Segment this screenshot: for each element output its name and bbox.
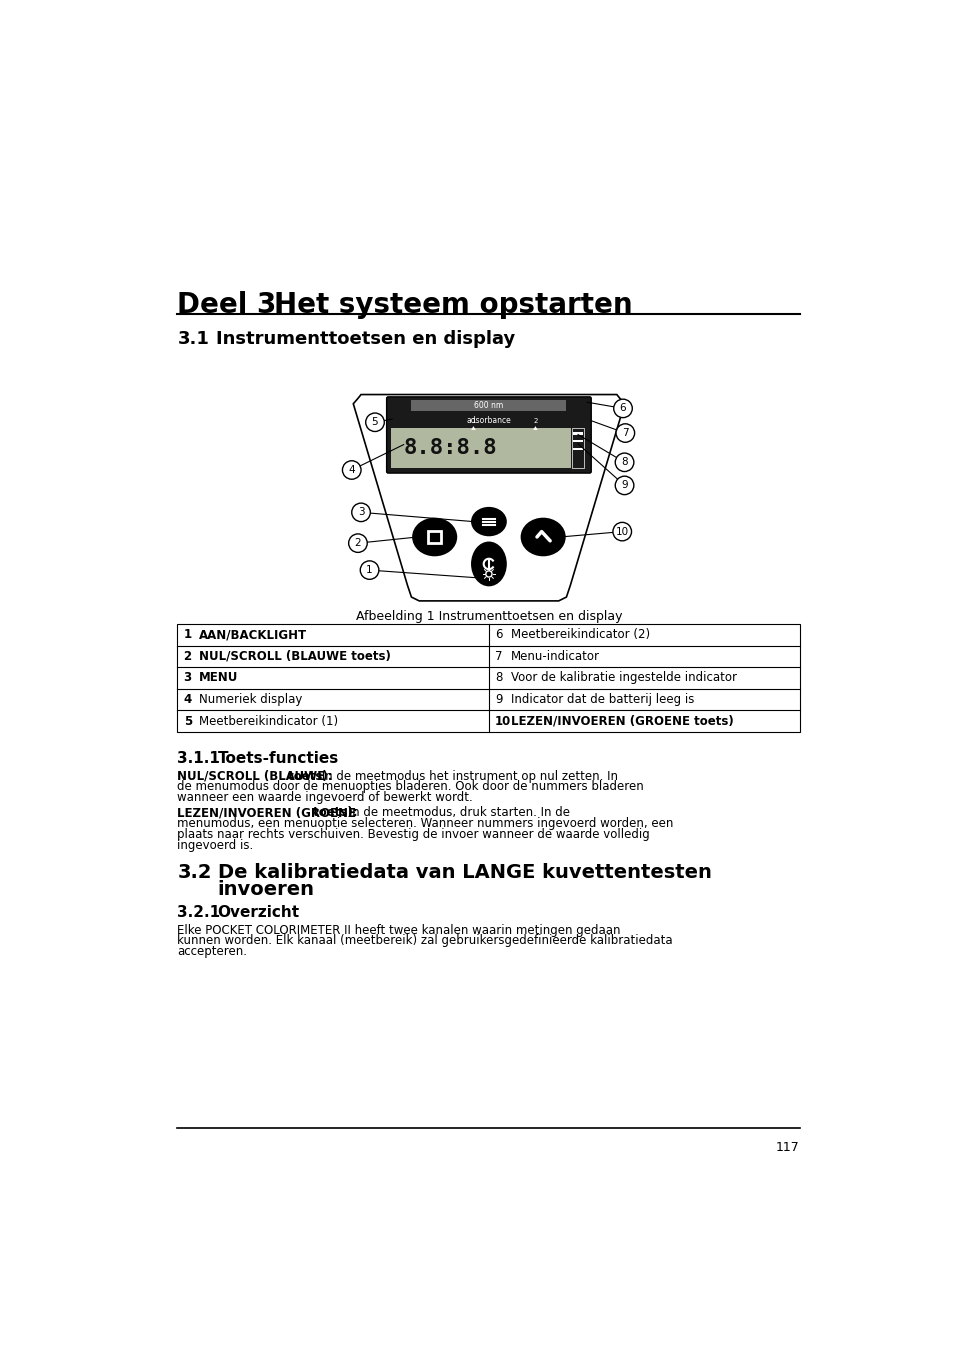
Ellipse shape (472, 508, 505, 536)
Text: de menumodus door de menuopties bladeren. Ook door de nummers bladeren: de menumodus door de menuopties bladeren… (177, 780, 643, 794)
Text: menumodus, een menuoptie selecteren. Wanneer nummers ingevoerd worden, een: menumodus, een menuoptie selecteren. Wan… (177, 817, 673, 830)
Polygon shape (471, 427, 476, 429)
Circle shape (615, 454, 633, 471)
FancyBboxPatch shape (386, 397, 591, 472)
Text: LEZEN/INVOEREN (GROENE toets): LEZEN/INVOEREN (GROENE toets) (510, 714, 733, 728)
Text: In de meetmodus het instrument op nul zetten. In: In de meetmodus het instrument op nul ze… (318, 769, 618, 783)
Text: Indicator dat de batterij leeg is: Indicator dat de batterij leeg is (510, 693, 693, 706)
Bar (573, 448, 582, 450)
Text: 10: 10 (495, 714, 511, 728)
Text: Numeriek display: Numeriek display (199, 693, 302, 706)
Text: AAN/BACKLIGHT: AAN/BACKLIGHT (199, 628, 307, 641)
Bar (177, 624, 799, 732)
Text: 8: 8 (495, 671, 502, 684)
Text: adsorbance: adsorbance (466, 416, 511, 425)
Text: toets):: toets): (309, 806, 357, 819)
Text: 3: 3 (183, 671, 192, 684)
Text: Afbeelding 1 Instrumenttoetsen en display: Afbeelding 1 Instrumenttoetsen en displa… (355, 610, 621, 624)
Text: 7: 7 (621, 428, 628, 437)
Circle shape (348, 533, 367, 552)
Text: Menu-indicator: Menu-indicator (510, 649, 599, 663)
Text: 5: 5 (183, 714, 192, 728)
Circle shape (342, 460, 360, 479)
Text: Meetbereikindicator (1): Meetbereikindicator (1) (199, 714, 338, 728)
Circle shape (616, 424, 634, 443)
Text: Het systeem opstarten: Het systeem opstarten (274, 292, 632, 320)
Text: 600 nm: 600 nm (474, 401, 503, 410)
Text: 10: 10 (615, 526, 628, 536)
Text: 8.8:8.8: 8.8:8.8 (403, 439, 497, 459)
Text: 6: 6 (495, 628, 502, 641)
Text: 2: 2 (355, 539, 361, 548)
Text: Toets-functies: Toets-functies (217, 751, 338, 765)
Circle shape (613, 400, 632, 417)
Text: 1: 1 (471, 417, 476, 424)
Text: invoeren: invoeren (217, 880, 314, 899)
Text: 9: 9 (620, 481, 627, 490)
Text: 5: 5 (372, 417, 378, 427)
Text: NUL/SCROLL (BLAUWE toets): NUL/SCROLL (BLAUWE toets) (199, 649, 391, 663)
Text: 9: 9 (495, 693, 502, 706)
Bar (411, 400, 566, 412)
Text: ingevoerd is.: ingevoerd is. (177, 838, 253, 852)
Ellipse shape (413, 518, 456, 555)
Bar (573, 432, 582, 435)
Text: Meetbereikindicator (2): Meetbereikindicator (2) (510, 628, 649, 641)
Text: Instrumenttoetsen en display: Instrumenttoetsen en display (216, 329, 515, 348)
Text: Elke POCKET COLORIMETER II heeft twee kanalen waarin metingen gedaan: Elke POCKET COLORIMETER II heeft twee ka… (177, 923, 620, 937)
Text: 4: 4 (348, 464, 355, 475)
Text: 7: 7 (495, 649, 502, 663)
Text: Overzicht: Overzicht (217, 904, 299, 921)
Text: LEZEN/INVOEREN (GROENE: LEZEN/INVOEREN (GROENE (177, 806, 356, 819)
Text: NUL/SCROLL (BLAUWE: NUL/SCROLL (BLAUWE (177, 769, 325, 783)
Bar (428, 531, 440, 543)
Text: MENU: MENU (199, 671, 238, 684)
Text: 3.2.1: 3.2.1 (177, 904, 220, 921)
Text: 3: 3 (357, 508, 364, 517)
Text: Voor de kalibratie ingestelde indicator: Voor de kalibratie ingestelde indicator (510, 671, 736, 684)
Text: 3.1: 3.1 (177, 329, 209, 348)
Ellipse shape (521, 518, 564, 555)
Text: 1: 1 (366, 566, 373, 575)
Text: 117: 117 (775, 1141, 799, 1154)
Text: 1: 1 (183, 628, 192, 641)
Circle shape (612, 522, 631, 541)
Text: plaats naar rechts verschuiven. Bevestig de invoer wanneer de waarde volledig: plaats naar rechts verschuiven. Bevestig… (177, 828, 649, 841)
Circle shape (615, 477, 633, 494)
Text: kunnen worden. Elk kanaal (meetbereik) zal gebruikersgedefinieerde kalibratiedat: kunnen worden. Elk kanaal (meetbereik) z… (177, 934, 672, 948)
Circle shape (352, 504, 370, 521)
PathPatch shape (353, 394, 624, 601)
Text: toets):: toets): (284, 769, 333, 783)
Circle shape (360, 560, 378, 579)
Ellipse shape (472, 543, 505, 586)
Bar (391, 428, 571, 468)
Text: accepteren.: accepteren. (177, 945, 247, 958)
Text: 6: 6 (619, 404, 626, 413)
Text: In de meetmodus, druk starten. In de: In de meetmodus, druk starten. In de (344, 806, 569, 819)
Bar (571, 428, 583, 468)
Bar (573, 440, 582, 443)
Text: 2: 2 (183, 649, 192, 663)
Text: 3.2: 3.2 (177, 864, 212, 883)
Text: 8: 8 (620, 458, 627, 467)
Text: 3.1.1: 3.1.1 (177, 751, 220, 765)
Text: Deel 3: Deel 3 (177, 292, 276, 320)
Text: wanneer een waarde ingevoerd of bewerkt wordt.: wanneer een waarde ingevoerd of bewerkt … (177, 791, 473, 805)
Circle shape (365, 413, 384, 432)
Text: 2: 2 (533, 417, 537, 424)
Text: De kalibratiedata van LANGE kuvettentesten: De kalibratiedata van LANGE kuvettentest… (217, 864, 711, 883)
Polygon shape (533, 427, 537, 429)
Text: 4: 4 (183, 693, 192, 706)
